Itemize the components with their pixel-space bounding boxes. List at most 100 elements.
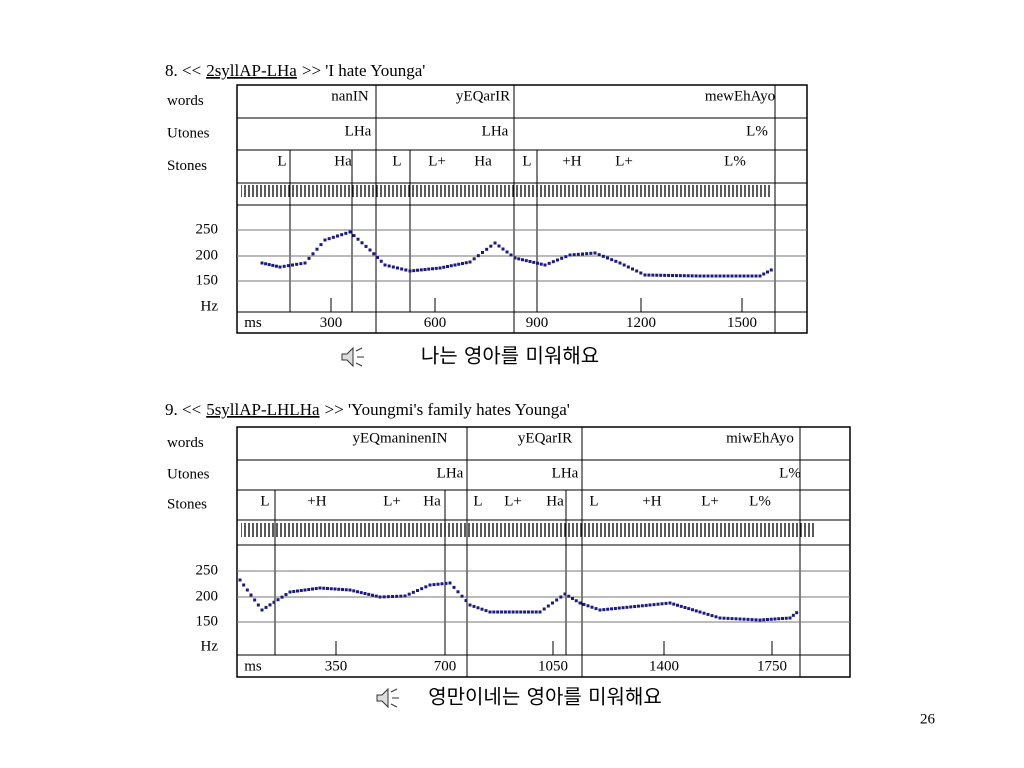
caption: 영만이네는 영아를 미워해요 xyxy=(428,685,662,709)
pitch-dot xyxy=(492,610,496,614)
pitch-dot xyxy=(795,611,799,615)
pitch-dot xyxy=(762,272,766,276)
pitch-dot xyxy=(622,263,626,267)
pitch-dot xyxy=(639,271,643,275)
pitch-dot xyxy=(292,590,296,593)
y-label: Hz xyxy=(201,638,219,654)
pitch-dot xyxy=(519,610,523,614)
pitch-dot xyxy=(676,603,679,607)
pitch-dot xyxy=(488,610,492,614)
stone-label: Ha xyxy=(546,493,564,509)
pitch-dot xyxy=(509,253,513,257)
x-label: 1500 xyxy=(727,315,757,331)
pitch-dot xyxy=(501,247,505,251)
pitch-dot xyxy=(572,253,576,257)
stone-label: L xyxy=(260,493,269,509)
pitch-dot xyxy=(489,244,493,248)
stone-label: +H xyxy=(307,493,326,509)
pitch-dot xyxy=(574,599,578,603)
pitch-dot xyxy=(602,608,606,612)
pitch-dot xyxy=(256,603,260,607)
pitch-dot xyxy=(667,273,671,277)
pitch-dot xyxy=(460,594,464,598)
pitch-dot xyxy=(571,597,574,600)
pitch-dot xyxy=(371,593,374,597)
pitch-dot xyxy=(691,608,694,612)
stone-label: L xyxy=(589,493,598,509)
pitch-dot xyxy=(352,589,356,593)
pitch-dot xyxy=(428,583,432,587)
pitch-dot xyxy=(777,617,781,621)
pitch-dot xyxy=(264,262,268,266)
pitch-dot xyxy=(750,274,754,278)
panel-title: 8. << 2syllAP-LHa >> 'I hate Younga' xyxy=(165,61,425,80)
pitch-dot xyxy=(276,598,280,602)
pitch-dot xyxy=(660,602,664,606)
tier-label: words xyxy=(167,435,204,451)
pitch-dot xyxy=(528,260,532,263)
pitch-dot xyxy=(714,615,718,619)
y-label: Hz xyxy=(201,298,219,314)
pitch-dot xyxy=(754,618,758,622)
pitch-dot xyxy=(360,241,364,245)
utone-label: LHa xyxy=(437,465,464,481)
pitch-dot xyxy=(644,603,648,607)
pitch-dot xyxy=(698,274,702,278)
pitch-dot xyxy=(424,585,428,589)
pitch-dot xyxy=(651,273,655,277)
pitch-dot xyxy=(278,265,282,269)
caption: 나는 영아를 미워해요 xyxy=(421,344,599,368)
pitch-dot xyxy=(299,262,303,266)
pitch-dot xyxy=(260,608,264,612)
stone-label: L xyxy=(473,493,482,509)
pitch-dot xyxy=(593,251,597,255)
y-label: 150 xyxy=(196,613,219,629)
pitch-dot xyxy=(758,618,762,622)
x-label: 300 xyxy=(320,315,343,331)
pitch-dot xyxy=(663,273,667,277)
utone-label: L% xyxy=(746,123,768,139)
stone-label: L+ xyxy=(615,153,633,169)
pitch-dot xyxy=(348,588,352,592)
x-label: 700 xyxy=(434,658,457,674)
pitch-dot xyxy=(503,610,507,614)
pitch-dot xyxy=(341,588,344,591)
pitch-dot xyxy=(323,238,327,242)
x-label: 1400 xyxy=(649,658,679,674)
pitch-dot xyxy=(363,592,367,595)
pitch-dot xyxy=(364,244,368,248)
stone-label: L% xyxy=(749,493,771,509)
speaker-waves xyxy=(355,347,364,367)
pitch-dot xyxy=(682,274,686,278)
pitch-dot xyxy=(416,268,419,272)
pitch-dot xyxy=(282,264,286,268)
pitch-dot xyxy=(655,273,659,277)
pitch-dot xyxy=(730,617,734,621)
pitch-dot xyxy=(432,583,436,587)
pitch-dot xyxy=(291,263,294,267)
y-label: 200 xyxy=(196,247,219,263)
pitch-dot xyxy=(788,616,792,620)
pitch-dot xyxy=(333,587,337,591)
pitch-dot xyxy=(547,261,551,265)
pitch-dot xyxy=(710,614,714,618)
pitch-dot xyxy=(288,590,292,594)
pitch-dot xyxy=(687,607,691,611)
stone-label: Ha xyxy=(423,493,441,509)
stone-label: Ha xyxy=(474,153,492,169)
pitch-dot xyxy=(613,606,617,610)
pitch-dot xyxy=(560,256,564,260)
pitch-dot xyxy=(626,265,630,269)
pitch-dot xyxy=(352,234,356,238)
pitch-dot xyxy=(718,274,722,278)
title-tag: 5syllAP-LHLHa xyxy=(206,400,320,419)
pitch-dot xyxy=(576,252,580,256)
pitch-dot xyxy=(427,267,431,271)
pitch-dot xyxy=(336,234,339,238)
pitch-dot xyxy=(340,233,344,237)
pitch-dot xyxy=(590,605,594,609)
pitch-dot xyxy=(511,610,515,614)
pitch-dot xyxy=(245,588,249,592)
pitch-dot xyxy=(456,590,460,594)
pitch-dot xyxy=(610,258,614,262)
